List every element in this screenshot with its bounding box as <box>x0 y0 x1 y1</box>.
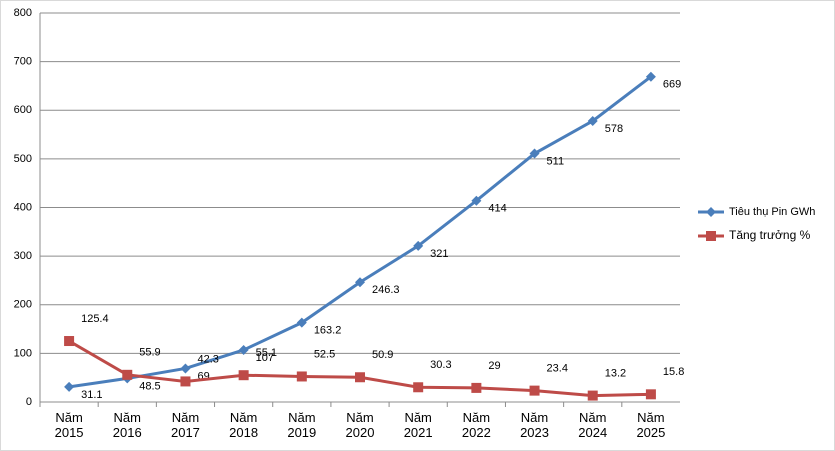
y-tick-label: 400 <box>14 201 32 213</box>
data-label: 29 <box>488 360 500 372</box>
x-tick-label: Năm 2022 <box>461 410 491 440</box>
point <box>471 382 482 393</box>
point <box>180 363 191 374</box>
data-label: 511 <box>547 155 565 167</box>
point <box>64 336 75 347</box>
y-tick-label: 700 <box>14 56 32 68</box>
x-tick-label: Năm 2015 <box>54 410 84 440</box>
legend-label: Tăng trưởng % <box>729 228 811 242</box>
point <box>238 344 249 355</box>
point <box>238 370 249 381</box>
x-tick-label: Năm 2016 <box>112 410 142 440</box>
y-tick-label: 200 <box>14 299 32 311</box>
y-tick-label: 800 <box>14 7 32 19</box>
point <box>355 372 365 383</box>
point <box>180 376 191 387</box>
y-tick-label: 0 <box>26 396 32 408</box>
point <box>645 71 656 82</box>
legend-marker <box>706 207 716 217</box>
x-tick-label: Năm 2023 <box>520 410 549 440</box>
data-label: 23.4 <box>547 363 568 375</box>
point <box>529 385 540 396</box>
point <box>587 390 598 401</box>
data-label: 669 <box>663 79 681 91</box>
point <box>471 195 482 206</box>
data-label: 31.1 <box>81 389 102 401</box>
x-tick-label: Năm 2017 <box>170 410 200 440</box>
y-tick-label: 600 <box>14 104 32 116</box>
data-label: 55.1 <box>256 347 277 359</box>
point <box>355 277 365 288</box>
point <box>645 389 656 400</box>
point <box>413 240 424 251</box>
y-tick-label: 100 <box>14 347 32 359</box>
data-label: 48.5 <box>139 380 160 392</box>
y-tick-label: 500 <box>14 153 32 165</box>
data-label: 30.3 <box>430 359 451 371</box>
legend-label: Tiêu thụ Pin GWh <box>729 206 815 218</box>
point <box>64 381 75 392</box>
x-tick-label: Năm 2019 <box>287 410 317 440</box>
data-label: 52.5 <box>314 348 335 360</box>
data-label: 15.8 <box>663 366 684 378</box>
legend-marker <box>706 231 716 241</box>
data-label: 13.2 <box>605 367 626 379</box>
data-label: 125.4 <box>81 313 109 325</box>
y-tick-label: 300 <box>14 250 32 262</box>
x-tick-label: Năm 2025 <box>636 410 666 440</box>
data-label: 163.2 <box>314 325 342 337</box>
data-label: 414 <box>488 203 506 215</box>
data-label: 42.3 <box>197 353 218 365</box>
point <box>587 115 598 126</box>
data-label: 578 <box>605 123 623 135</box>
point <box>529 148 540 159</box>
data-label: 107 <box>256 352 274 364</box>
point <box>296 371 307 382</box>
x-tick-label: Năm 2020 <box>345 410 375 440</box>
point <box>413 382 424 393</box>
x-tick-label: Năm 2018 <box>229 410 259 440</box>
x-tick-label: Năm 2024 <box>578 410 608 440</box>
data-label: 50.9 <box>372 349 393 361</box>
point <box>296 317 307 328</box>
series-line <box>68 75 652 389</box>
point <box>122 369 133 380</box>
data-label: 246.3 <box>372 284 400 296</box>
x-tick-label: Năm 2021 <box>403 410 433 440</box>
data-label: 321 <box>430 248 448 260</box>
data-label: 55.9 <box>139 347 160 359</box>
